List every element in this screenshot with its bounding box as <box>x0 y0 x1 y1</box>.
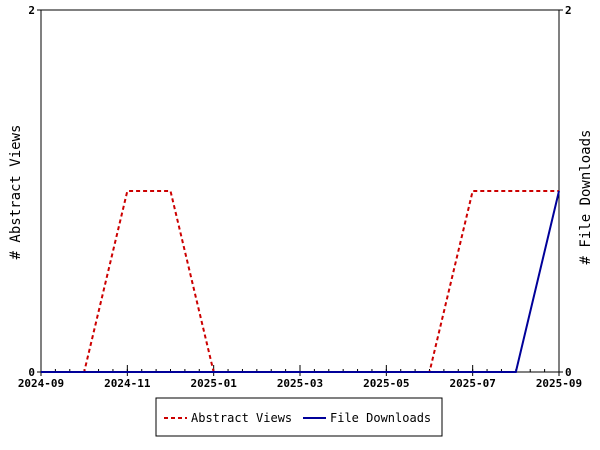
series-file-downloads-line <box>41 190 560 373</box>
y-left-tick-label: 0 <box>28 366 35 379</box>
legend-file-downloads-label: File Downloads <box>330 411 431 425</box>
x-tick-label: 2025-05 <box>363 377 409 390</box>
y-right-ticks: 02 <box>559 4 572 379</box>
y-left-ticks: 02 <box>28 4 41 379</box>
series-layer <box>41 190 560 373</box>
x-tick-label: 2025-09 <box>536 377 582 390</box>
x-tick-labels: 2024-09 2024-11 2025-01 2025-03 2025-05 2025-… <box>18 377 582 390</box>
x-tick-label: 2025-03 <box>277 377 323 390</box>
x-major-ticks <box>40 365 560 376</box>
y-left-tick-label: 2 <box>28 4 35 17</box>
legend-abstract-views-label: Abstract Views <box>191 411 292 425</box>
y-right-tick-label: 0 <box>565 366 572 379</box>
x-tick-label: 2024-11 <box>104 377 151 390</box>
legend-box <box>155 397 443 437</box>
x-tick-label: 2025-01 <box>190 377 237 390</box>
legend: Abstract Views File Downloads <box>155 397 443 437</box>
right-y-axis-label: # File Downloads <box>578 130 594 265</box>
left-y-axis-label: # Abstract Views <box>8 125 24 260</box>
x-tick-label: 2024-09 <box>18 377 64 390</box>
x-tick-label: 2025-07 <box>449 377 495 390</box>
y-right-tick-label: 2 <box>565 4 572 17</box>
